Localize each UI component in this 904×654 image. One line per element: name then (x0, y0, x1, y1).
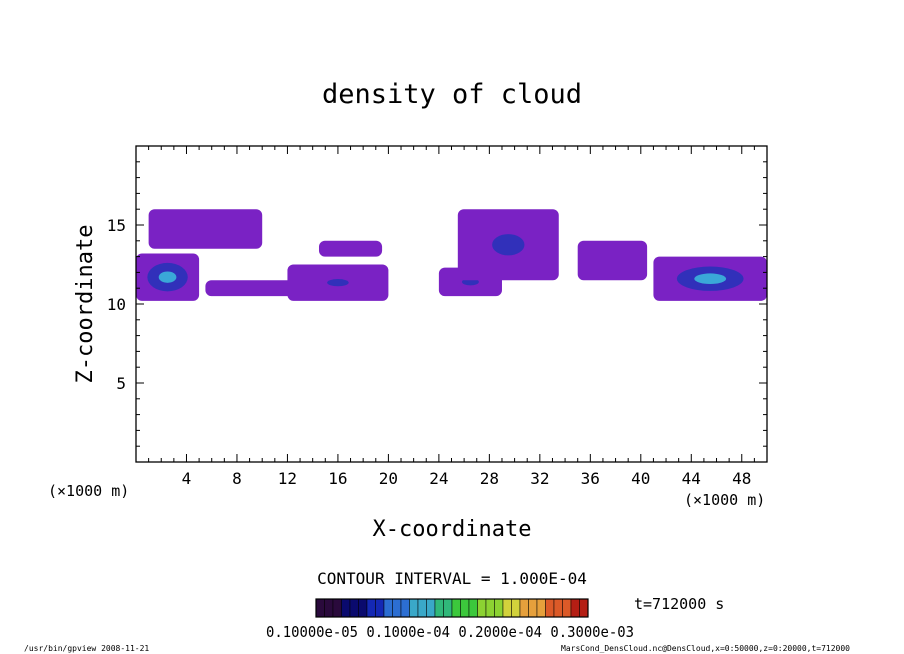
density-region (136, 253, 200, 301)
y-axis-label: Z-coordinate (73, 225, 98, 384)
colorbar (315, 598, 589, 618)
x-axis-label: X-coordinate (373, 517, 532, 542)
colorbar-cell (519, 598, 529, 618)
density-region (457, 209, 559, 281)
footer-right: MarsCond_DensCloud.nc@DensCloud,x=0:5000… (561, 644, 850, 653)
x-tick-label: 4 (182, 469, 192, 488)
y-tick-labels: 5 10 15 (107, 216, 126, 393)
colorbar-cell (400, 598, 410, 618)
colorbar-cell (536, 598, 546, 618)
plot-frame (135, 145, 768, 463)
x-tick-label: 48 (732, 469, 751, 488)
colorbar-cell (315, 598, 325, 618)
density-region (577, 240, 648, 281)
density-region-envelope (318, 240, 383, 257)
x-tick-label: 20 (379, 469, 398, 488)
x-tick-label: 36 (581, 469, 600, 488)
x-tick-label: 28 (480, 469, 499, 488)
colorbar-cell (494, 598, 504, 618)
y-tick-label: 5 (116, 374, 126, 393)
density-region-core (492, 234, 525, 256)
x-tick-label: 44 (682, 469, 701, 488)
colorbar-cell (545, 598, 555, 618)
colorbar-cell (553, 598, 563, 618)
colorbar-cell (358, 598, 368, 618)
x-tick-label: 24 (429, 469, 448, 488)
colorbar-cell (528, 598, 538, 618)
colorbar-cell (511, 598, 521, 618)
density-region (653, 256, 767, 301)
x-tick-label: 12 (278, 469, 297, 488)
colorbar-cell (477, 598, 487, 618)
x-tick-label: 32 (530, 469, 549, 488)
colorbar-cell (349, 598, 359, 618)
colorbar-cell (383, 598, 393, 618)
y-tick-label: 15 (107, 216, 126, 235)
density-region-core (327, 279, 349, 287)
axis-ticks (136, 146, 767, 462)
density-region-envelope (205, 280, 294, 297)
x-tick-label: 16 (328, 469, 347, 488)
x-tick-label: 8 (232, 469, 242, 488)
x-tick-label: 40 (631, 469, 650, 488)
footer-left: /usr/bin/gpview 2008-11-21 (24, 644, 149, 653)
colorbar-cell (392, 598, 402, 618)
x-tick-labels: 4 8 12 16 20 24 28 32 36 40 44 48 (182, 469, 752, 488)
colorbar-cell (409, 598, 419, 618)
density-region-envelope (148, 209, 263, 249)
colorbar-cell (443, 598, 453, 618)
colorbar-cell (468, 598, 478, 618)
density-region-peak (158, 271, 177, 283)
x-unit-right: (×1000 m) (684, 491, 765, 509)
colorbar-cell (502, 598, 512, 618)
colorbar-cell (460, 598, 470, 618)
cloud-density-field (136, 209, 767, 301)
colorbar-cell (485, 598, 495, 618)
chart-title: density of cloud (322, 79, 582, 110)
colorbar-cell (426, 598, 436, 618)
time-label: t=712000 s (634, 595, 724, 613)
colorbar-cell (366, 598, 376, 618)
colorbar-cell (562, 598, 572, 618)
y-tick-label: 10 (107, 295, 126, 314)
colorbar-cell (570, 598, 580, 618)
contour-interval: CONTOUR INTERVAL = 1.000E-04 (317, 569, 587, 588)
x-unit-left: (×1000 m) (48, 482, 129, 500)
colorbar-cell (434, 598, 444, 618)
colorbar-cell (375, 598, 385, 618)
density-region (148, 209, 263, 249)
density-region-peak (694, 273, 727, 285)
colorbar-cell (324, 598, 334, 618)
density-region-envelope (577, 240, 648, 281)
colorbar-cell (579, 598, 589, 618)
colorbar-cell (451, 598, 461, 618)
colorbar-labels: 0.10000e-05 0.1000e-04 0.2000e-04 0.3000… (266, 623, 634, 641)
density-region (318, 240, 383, 257)
colorbar-frame (315, 598, 589, 618)
density-region (205, 280, 294, 297)
colorbar-cell (341, 598, 351, 618)
colorbar-cell (332, 598, 342, 618)
density-region (287, 264, 389, 301)
colorbar-cell (417, 598, 427, 618)
